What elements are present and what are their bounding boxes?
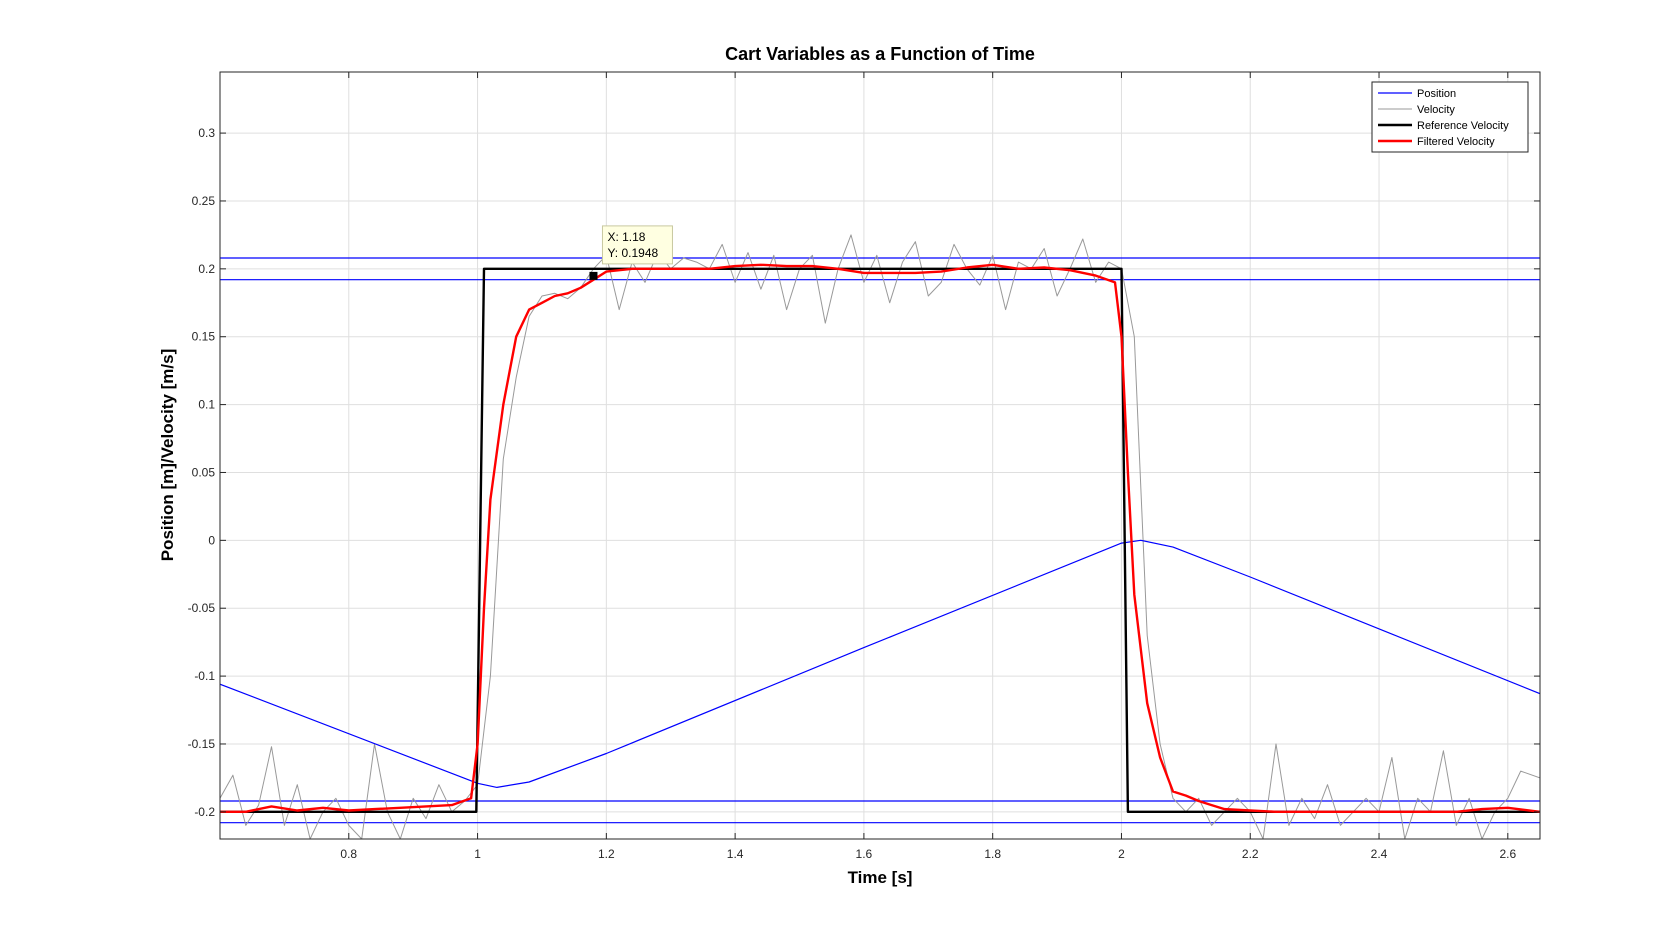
x-tick-label: 1.4: [727, 847, 744, 861]
y-tick-label: 0.05: [192, 465, 216, 479]
y-tick-label: -0.2: [194, 805, 215, 819]
x-tick-label: 0.8: [340, 847, 357, 861]
x-tick-label: 1.2: [598, 847, 615, 861]
y-tick-label: -0.15: [188, 737, 216, 751]
plot-frame: [219, 71, 1541, 840]
y-tick-label: 0: [208, 533, 215, 547]
x-axis-title: Time [s]: [848, 868, 913, 887]
y-tick-label: -0.05: [188, 601, 216, 615]
y-tick-label: 0.2: [198, 262, 215, 276]
y-tick-label: 0.15: [192, 330, 216, 344]
series-line-velocity: [220, 234, 1540, 839]
x-tick-label: 2.4: [1371, 847, 1388, 861]
legend-label-reference-velocity: Reference Velocity: [1417, 120, 1509, 132]
legend-label-velocity: Velocity: [1417, 104, 1455, 116]
reference-lines: [220, 257, 1540, 824]
datatip-x-text: X: 1.18: [607, 230, 645, 244]
legend-label-filtered-velocity: Filtered Velocity: [1417, 136, 1495, 148]
chart-title: Cart Variables as a Function of Time: [725, 44, 1035, 64]
x-tick-label: 1.6: [856, 847, 873, 861]
x-axis-ticks: 0.8 1 1.2 1.4 1.6 1.8 2 2.2 2.4 2.6: [340, 72, 1516, 861]
y-axis-title: Position [m]/Velocity [m/s]: [158, 349, 177, 562]
series-line-filtered-velocity: [220, 263, 1540, 813]
y-tick-label: -0.1: [194, 669, 215, 683]
y-tick-label: 0.1: [198, 398, 215, 412]
plot-area: [220, 72, 1540, 839]
legend-label-position: Position: [1417, 88, 1456, 100]
datatip-y-text: Y: 0.1948: [607, 246, 658, 260]
x-tick-label: 1: [474, 847, 481, 861]
series-line-reference-velocity: [220, 267, 1540, 813]
x-tick-label: 2.6: [1499, 847, 1516, 861]
datatip-marker[interactable]: [589, 271, 598, 280]
grid: [220, 72, 1540, 839]
x-tick-label: 2: [1118, 847, 1125, 861]
y-tick-label: 0.25: [192, 194, 216, 208]
series-line-position: [220, 539, 1540, 789]
y-axis-ticks: 0.3 0.25 0.2 0.15 0.1 0.05 0 -0.05 -0.1 -0.15 -0.2: [188, 126, 1540, 819]
datatip[interactable]: X: 1.18 Y: 0.1948: [589, 225, 673, 280]
x-tick-label: 1.8: [984, 847, 1001, 861]
series-lines: [220, 234, 1540, 839]
datatip-box: [601, 225, 673, 265]
x-tick-label: 2.2: [1242, 847, 1259, 861]
legend[interactable]: Position Velocity Reference Velocity Filter…: [1371, 81, 1529, 153]
y-tick-label: 0.3: [198, 126, 215, 140]
